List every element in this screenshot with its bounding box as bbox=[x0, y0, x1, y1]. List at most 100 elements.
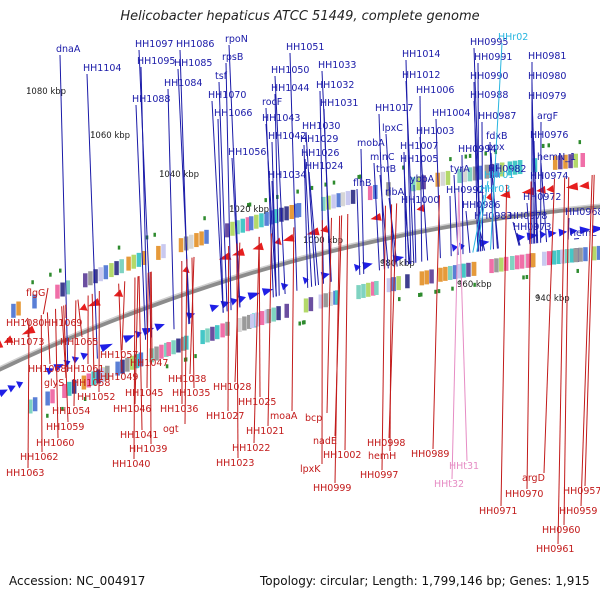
cog-block bbox=[560, 249, 565, 264]
plus-gene-label: HH1050 bbox=[271, 65, 309, 76]
cog-block bbox=[88, 271, 93, 286]
marker-tick bbox=[576, 268, 579, 273]
plus-strand-gene-arrow bbox=[7, 385, 16, 393]
plus-gene-label: dnaA bbox=[56, 44, 81, 55]
cog-block bbox=[181, 336, 186, 351]
minus-gene-label-leader bbox=[526, 181, 532, 490]
cog-block bbox=[421, 175, 426, 190]
cog-block bbox=[323, 293, 328, 308]
cog-block bbox=[98, 267, 103, 282]
minus-strand-gene-arrow bbox=[3, 335, 14, 343]
cog-block bbox=[499, 257, 504, 272]
cog-block bbox=[237, 317, 242, 332]
plus-gene-label: HH1085 bbox=[174, 58, 212, 69]
minus-strand-gene-arrow bbox=[0, 340, 4, 348]
plus-strand-gene-arrow bbox=[154, 323, 165, 332]
minus-strand-gene-arrow bbox=[79, 303, 88, 311]
plus-gene-label: hemL bbox=[570, 228, 597, 239]
cog-block bbox=[411, 177, 416, 192]
plus-gene-label: HH0981 bbox=[528, 51, 566, 62]
minus-gene-label-leader bbox=[563, 177, 570, 526]
plus-gene-label-leader bbox=[533, 140, 538, 244]
cog-block bbox=[578, 247, 583, 262]
plus-gene-label: HH1034 bbox=[268, 170, 306, 181]
plus-gene-label: HH1095 bbox=[137, 56, 175, 67]
cog-block bbox=[303, 298, 309, 313]
cog-block bbox=[129, 355, 135, 370]
plus-strand-gene-arrow bbox=[230, 297, 238, 306]
plus-gene-label: HH0974 bbox=[530, 171, 568, 182]
minus-gene-label-leader bbox=[543, 178, 555, 474]
cog-block bbox=[512, 160, 518, 175]
plus-gene-label-leader bbox=[461, 154, 464, 255]
plus-gene-label-leader bbox=[59, 54, 69, 372]
cog-block bbox=[210, 326, 215, 341]
cog-block bbox=[141, 251, 147, 266]
cog-block bbox=[452, 265, 458, 280]
cog-block bbox=[456, 264, 461, 279]
plus-gene-label: flhB bbox=[353, 178, 372, 189]
minus-gene-label: HH1027 bbox=[206, 411, 244, 422]
cog-block bbox=[477, 165, 483, 180]
cog-block bbox=[445, 170, 451, 185]
minus-gene-label: HH1054 bbox=[52, 406, 90, 417]
minus-strand-gene-arrow bbox=[579, 181, 590, 190]
cog-block bbox=[526, 253, 531, 268]
minus-gene-label: HH1002 bbox=[323, 450, 361, 461]
cog-block bbox=[125, 357, 130, 372]
plus-gene-label: HH0995 bbox=[470, 37, 508, 48]
marker-tick bbox=[542, 143, 545, 148]
ruler-label: 1040 kbp bbox=[159, 170, 199, 180]
cog-block bbox=[62, 383, 67, 398]
plus-gene-label: HH1097 bbox=[135, 39, 173, 50]
marker-tick bbox=[525, 274, 529, 279]
minus-gene-label: HH1046 bbox=[113, 404, 151, 415]
minus-gene-label-leader bbox=[146, 272, 149, 389]
cog-block bbox=[93, 269, 98, 284]
minus-gene-label-leader bbox=[118, 283, 123, 373]
plus-gene-label-leader bbox=[481, 121, 484, 251]
accession-text: Accession: NC_004917 bbox=[9, 574, 146, 588]
plus-gene-label-leader bbox=[177, 68, 191, 324]
cog-block bbox=[11, 303, 16, 318]
marker-tick bbox=[203, 216, 206, 221]
minus-gene-label: HH1065 bbox=[60, 337, 98, 348]
cog-block bbox=[126, 256, 131, 271]
plus-gene-label: HH1051 bbox=[286, 42, 324, 53]
cog-block bbox=[109, 263, 114, 278]
minus-gene-label: HH1049 bbox=[100, 372, 138, 383]
cog-block bbox=[248, 216, 254, 231]
plus-gene-label: HH1003 bbox=[416, 126, 454, 137]
minus-gene-label-leader bbox=[42, 287, 49, 315]
cog-block bbox=[517, 160, 523, 175]
plus-strand-gene-arrow bbox=[569, 227, 578, 236]
plus-gene-label: HH1029 bbox=[300, 134, 338, 145]
cog-block bbox=[176, 338, 181, 353]
minus-strand-gene-arrow bbox=[546, 184, 555, 193]
minus-gene-label: bcp bbox=[305, 413, 322, 424]
minus-strand-gene-arrow bbox=[416, 204, 425, 213]
plus-gene-label: rpoN bbox=[225, 34, 248, 45]
plus-gene-label: HH0990 bbox=[470, 71, 508, 82]
plus-gene-label: HH1031 bbox=[320, 98, 358, 109]
minus-gene-label: HH1021 bbox=[246, 426, 284, 437]
plus-strand-gene-arrow bbox=[392, 255, 405, 264]
minus-gene-label-leader bbox=[267, 233, 272, 427]
cog-block bbox=[580, 153, 586, 168]
cog-block bbox=[136, 252, 142, 267]
plus-gene-label-leader bbox=[305, 131, 317, 286]
cog-block bbox=[131, 254, 136, 269]
plus-gene-label: HH1044 bbox=[271, 83, 309, 94]
cog-block bbox=[340, 192, 346, 207]
plus-strand-gene-arrow bbox=[45, 367, 54, 376]
minus-gene-label-leader bbox=[55, 308, 59, 439]
plus-gene-label: HH0968 bbox=[565, 207, 600, 218]
cog-block bbox=[266, 309, 272, 324]
cog-block bbox=[541, 251, 547, 266]
minus-gene-label: HH0970 bbox=[505, 489, 543, 500]
plus-strand-gene-arrow bbox=[53, 364, 64, 372]
cog-block bbox=[318, 294, 324, 309]
minus-gene-label: HH1028 bbox=[213, 382, 251, 393]
marker-tick bbox=[332, 180, 336, 185]
plus-strand-gene-arrow bbox=[134, 330, 142, 339]
